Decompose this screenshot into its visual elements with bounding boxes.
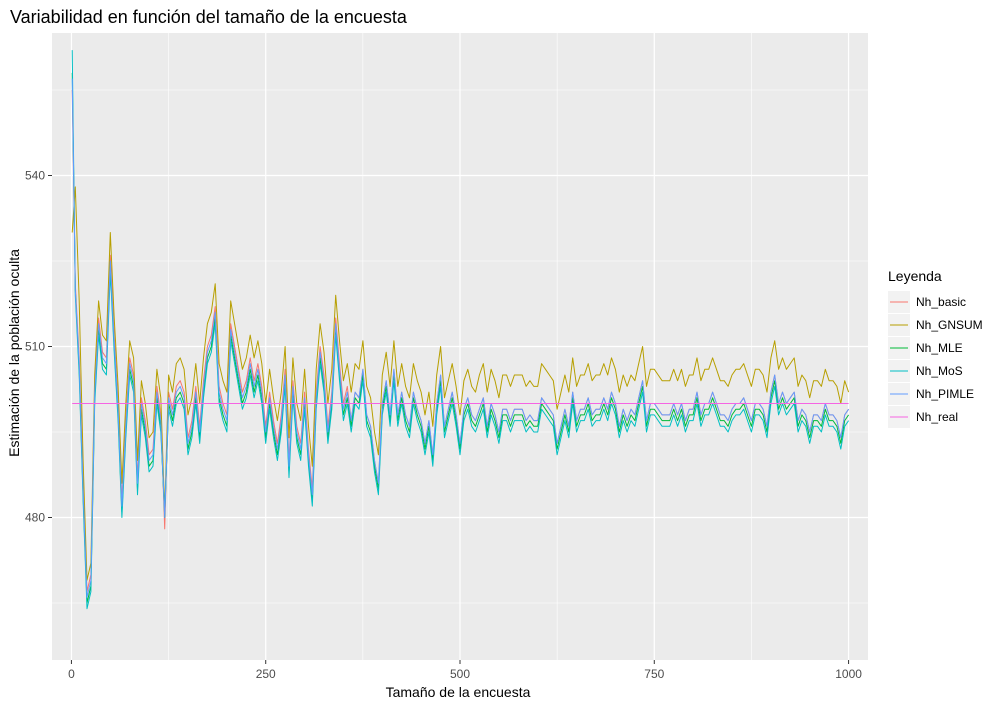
y-axis-title: Estimación de la población oculta bbox=[6, 249, 22, 457]
legend-label: Nh_real bbox=[916, 410, 958, 424]
x-tick-label: 0 bbox=[68, 667, 75, 681]
x-tick-label: 750 bbox=[644, 667, 664, 681]
y-tick-label: 540 bbox=[25, 169, 45, 183]
major-gridlines bbox=[52, 33, 868, 660]
x-tick-label: 1000 bbox=[835, 667, 862, 681]
legend-label: Nh_GNSUM bbox=[916, 318, 983, 332]
legend-title: Leyenda bbox=[888, 268, 942, 284]
y-tick-label: 510 bbox=[25, 340, 45, 354]
y-tick-label: 480 bbox=[25, 511, 45, 525]
legend: Leyenda Nh_basic Nh_GNSUM Nh_MLE Nh_MoS Nh_P… bbox=[888, 268, 983, 428]
series-line-nh-mos bbox=[71, 50, 850, 610]
legend-label: Nh_MoS bbox=[916, 364, 963, 378]
series-lines bbox=[71, 50, 850, 610]
series-line-nh-pimle bbox=[71, 78, 850, 598]
legend-label: Nh_basic bbox=[916, 295, 966, 309]
x-tick-label: 250 bbox=[256, 667, 276, 681]
x-axis-title: Tamaño de la encuesta bbox=[386, 684, 531, 700]
legend-label: Nh_MLE bbox=[916, 341, 963, 355]
legend-label: Nh_PIMLE bbox=[916, 387, 974, 401]
x-tick-label: 500 bbox=[450, 667, 470, 681]
chart-title: Variabilidad en función del tamaño de la… bbox=[10, 7, 408, 27]
y-axis: 480 510 540 bbox=[25, 169, 52, 525]
series-line-nh-gnsum bbox=[71, 186, 850, 581]
x-axis: 0 250 500 750 1000 bbox=[68, 660, 862, 681]
